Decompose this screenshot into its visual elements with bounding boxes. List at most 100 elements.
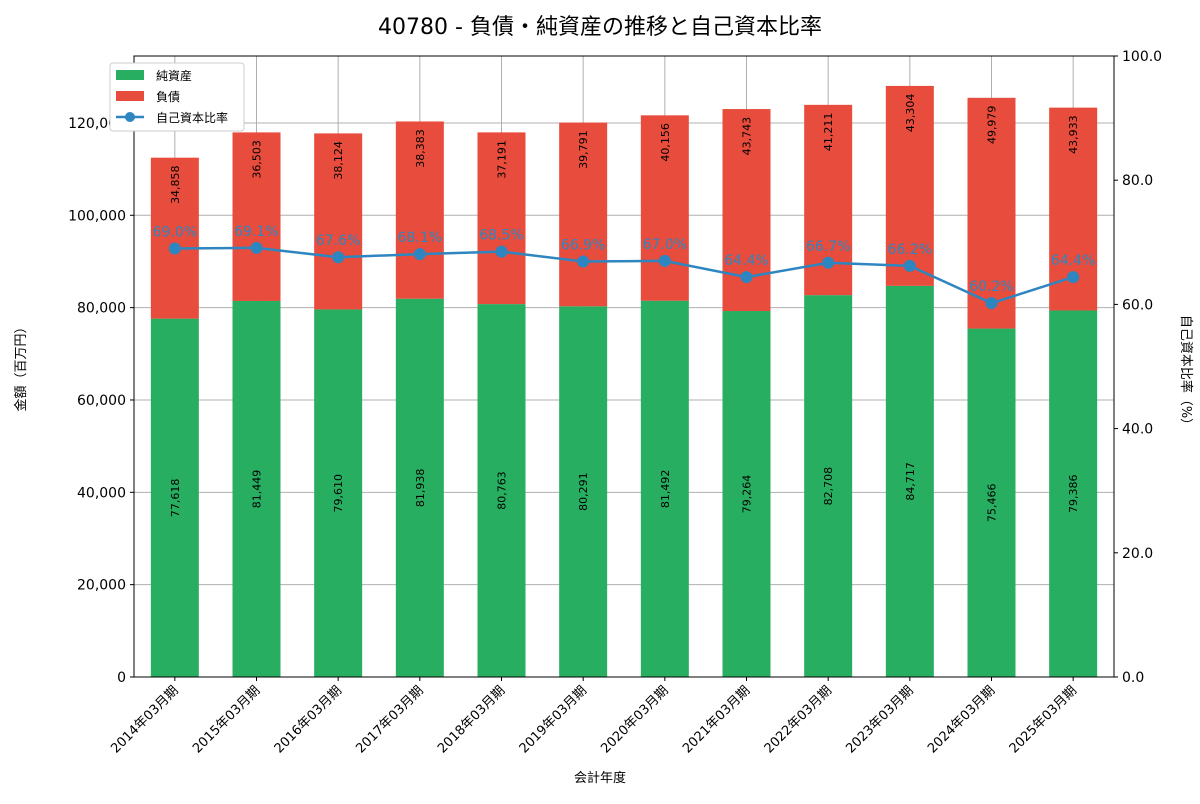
x-axis-label: 会計年度 [574, 770, 626, 786]
bar-equity [232, 300, 281, 677]
bar-label-liabilities: 43,933 [1067, 115, 1080, 154]
y-tick-label: 0 [117, 670, 126, 686]
y-tick-label: 80,000 [77, 301, 126, 317]
bar-label-equity: 75,466 [986, 484, 999, 523]
x-tick-label: 2019年03月期 [517, 683, 590, 756]
bar-label-liabilities: 37,191 [496, 140, 509, 179]
legend-swatch-equity [116, 70, 144, 80]
ratio-point [577, 255, 590, 268]
ratio-label: 64.4% [1051, 253, 1095, 269]
bar-label-equity: 79,264 [741, 475, 754, 514]
bar-label-liabilities: 38,383 [414, 129, 427, 168]
x-tick-label: 2020年03月期 [598, 683, 671, 756]
bar-liabilities [150, 157, 199, 319]
ratio-point [658, 254, 671, 267]
bar-equity [640, 300, 689, 677]
bar-label-liabilities: 41,211 [822, 113, 835, 152]
bar-label-equity: 81,938 [414, 469, 427, 508]
bar-label-liabilities: 40,156 [659, 123, 672, 162]
y-tick-label: 40,000 [77, 485, 126, 501]
ratio-point [332, 251, 345, 264]
y2-axis-label: 自己資本比率（%） [1178, 315, 1194, 431]
ratio-line [174, 246, 1074, 305]
x-tick-label: 2015年03月期 [190, 683, 263, 756]
legend-label-equity: 純資産 [156, 68, 192, 83]
bar-equity [967, 328, 1016, 677]
ratio-label: 67.0% [643, 237, 687, 253]
bar-liabilities [967, 97, 1016, 329]
legend-label-ratio: 自己資本比率 [156, 110, 228, 125]
bar-equity [314, 309, 363, 677]
bar-liabilities [395, 121, 444, 299]
y2-tick-label: 80.0 [1122, 173, 1153, 189]
bar-label-equity: 82,708 [822, 467, 835, 506]
bar-label-equity: 77,618 [169, 479, 182, 518]
bar-liabilities [885, 85, 934, 286]
y2-tick-label: 100.0 [1122, 49, 1162, 65]
ratio-label: 66.9% [561, 238, 605, 254]
x-tick-label: 2022年03月期 [762, 683, 835, 756]
legend-swatch-liabilities [116, 91, 144, 101]
bar-label-liabilities: 36,503 [251, 140, 264, 179]
bar-label-equity: 79,610 [332, 474, 345, 513]
x-tick-label: 2023年03月期 [843, 683, 916, 756]
chart-title: 40780 - 負債・純資産の推移と自己資本比率 [378, 15, 822, 40]
y-tick-label: 20,000 [77, 578, 126, 594]
bar-label-liabilities: 39,791 [577, 130, 590, 169]
bar-label-liabilities: 43,743 [741, 117, 754, 156]
ratio-point [250, 241, 263, 254]
x-tick-label: 2018年03月期 [435, 683, 508, 756]
y-tick-label: 60,000 [77, 393, 126, 409]
y2-tick-label: 20.0 [1122, 546, 1153, 562]
bar-equity [885, 285, 934, 677]
x-tick-label: 2024年03月期 [925, 683, 998, 756]
ratio-label: 66.7% [806, 239, 850, 255]
ratio-point [903, 259, 916, 272]
bar-liabilities [640, 115, 689, 301]
ratio-point [168, 242, 181, 255]
bar-label-equity: 79,386 [1067, 474, 1080, 512]
ratio-point [413, 248, 426, 261]
ratio-label: 68.5% [479, 228, 523, 244]
y2-tick-label: 0.0 [1122, 670, 1144, 686]
ratio-point [822, 256, 835, 269]
ratio-label: 67.6% [316, 233, 360, 249]
bar-label-equity: 80,763 [496, 471, 509, 510]
ratio-label: 66.2% [888, 242, 932, 258]
x-tick-label: 2014年03月期 [108, 683, 181, 756]
bar-liabilities [559, 122, 608, 307]
ratio-point [740, 271, 753, 284]
bar-equity [395, 298, 444, 677]
x-tick-label: 2021年03月期 [680, 683, 753, 756]
bar-liabilities [232, 132, 281, 301]
bar-label-equity: 84,717 [904, 462, 917, 501]
bar-label-liabilities: 43,304 [904, 94, 917, 132]
ratio-label: 64.4% [724, 253, 768, 269]
bar-liabilities [477, 132, 526, 305]
bar-label-equity: 81,492 [659, 470, 672, 509]
bar-equity [150, 318, 199, 677]
x-tick-label: 2016年03月期 [272, 683, 345, 756]
bar-equity [1049, 310, 1098, 677]
bar-equity [559, 306, 608, 677]
legend-marker-ratio [125, 112, 135, 122]
bar-label-equity: 81,449 [251, 470, 264, 509]
ratio-point [495, 245, 508, 258]
ratio-label: 69.1% [234, 224, 278, 240]
y2-tick-label: 40.0 [1122, 422, 1153, 438]
bar-equity [722, 311, 771, 677]
legend-label-liabilities: 負債 [156, 89, 180, 104]
ratio-label: 69.0% [153, 225, 197, 241]
bar-label-liabilities: 49,979 [986, 106, 999, 145]
ratio-point [985, 297, 998, 310]
plot-frame [133, 55, 1115, 678]
bar-liabilities [314, 133, 363, 310]
ratio-label: 68.1% [398, 230, 442, 246]
x-tick-label: 2017年03月期 [353, 683, 426, 756]
y-axis-label: 金額（百万円） [13, 320, 29, 411]
bar-equity [804, 295, 853, 677]
y-tick-label: 100,000 [68, 208, 126, 224]
ratio-label: 60.2% [969, 279, 1013, 295]
